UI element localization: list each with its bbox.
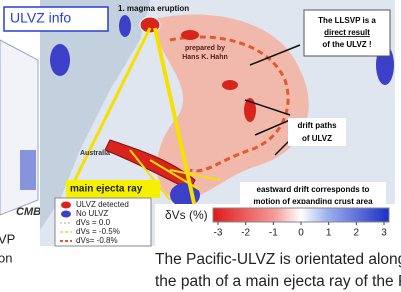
colorbar-tick-label: 1 bbox=[326, 228, 332, 239]
fragment: on bbox=[0, 250, 12, 265]
ulvz bbox=[181, 30, 199, 40]
credit: Hans K. Hahn bbox=[182, 54, 228, 61]
legend-swatch bbox=[61, 202, 71, 209]
colorbar-tick-label: -2 bbox=[241, 228, 250, 239]
colorbar-tick-label: 3 bbox=[381, 228, 387, 239]
note-text: of the ULVZ ! bbox=[322, 40, 371, 49]
caption: The Pacific-ULVZ is orientated along bbox=[155, 251, 401, 268]
legend-label: No ULVZ bbox=[76, 209, 108, 218]
legend-swatch bbox=[61, 211, 71, 218]
annotation: 1. magma eruption bbox=[118, 4, 189, 13]
colorbar-tick-label: 2 bbox=[354, 228, 360, 239]
colorbar-tick-label: -1 bbox=[269, 228, 278, 239]
no-ulvz bbox=[119, 15, 131, 37]
note-text: eastward drift corresponds to bbox=[257, 185, 370, 194]
figure: CMB VP on 1. magma eruption The LLSVP is… bbox=[0, 0, 401, 292]
cmb-label: CMB bbox=[16, 206, 41, 218]
fragment: VP bbox=[0, 231, 15, 246]
ray-label: main ejecta ray bbox=[70, 184, 143, 195]
blob bbox=[20, 150, 36, 190]
legend-label: dVs= -0.8% bbox=[76, 236, 118, 245]
colorbar-tick-label: 0 bbox=[298, 228, 304, 239]
left-panel: CMB VP on bbox=[0, 40, 41, 265]
place-label: Australia bbox=[80, 150, 110, 157]
note-text: drift paths bbox=[297, 121, 337, 130]
colorbar-title: δVs (%) bbox=[165, 208, 208, 222]
colorbar-tick-label: -3 bbox=[214, 228, 223, 239]
info-title[interactable]: ULVZ info bbox=[10, 10, 71, 26]
legend-label: dVs = -0.5% bbox=[76, 227, 120, 236]
ulvz bbox=[222, 80, 238, 90]
note-text: direct result bbox=[324, 28, 370, 37]
colorbar bbox=[213, 208, 389, 222]
no-ulvz bbox=[50, 44, 70, 76]
legend-label: ULVZ detected bbox=[76, 200, 129, 209]
caption: the path of a main ejecta ray of the PTI bbox=[155, 273, 401, 290]
slide: CMB VP on 1. magma eruption The LLSVP is… bbox=[0, 0, 401, 292]
legend-label: dVs = 0.0 bbox=[76, 218, 111, 227]
credit: prepared by bbox=[185, 45, 225, 52]
note-text: of ULVZ bbox=[302, 134, 332, 143]
note-text: The LLSVP is a bbox=[318, 16, 376, 25]
